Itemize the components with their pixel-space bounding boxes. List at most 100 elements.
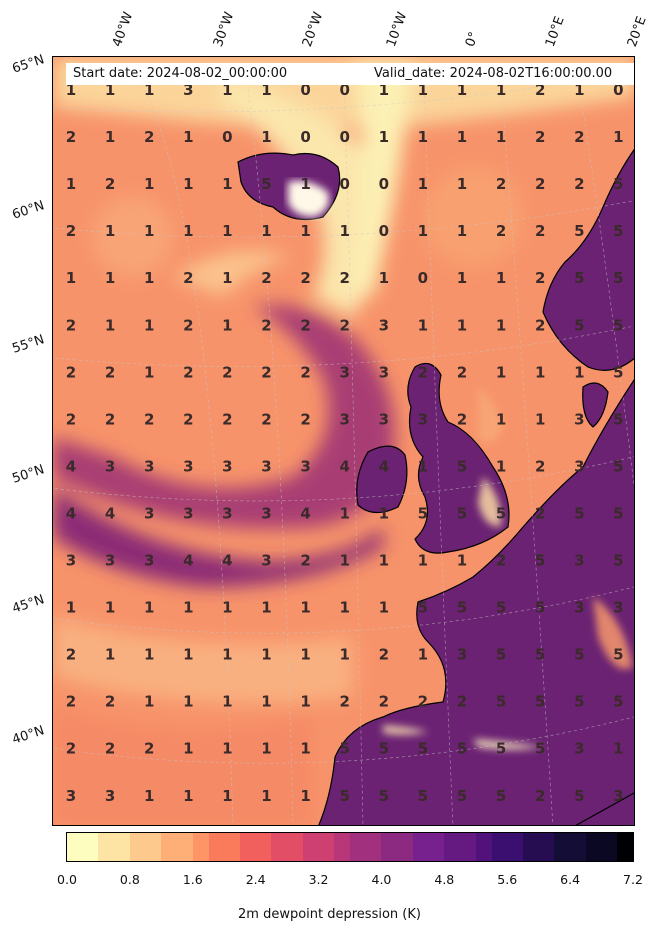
grid-value: 2 [261,316,271,334]
colorbar-segment [365,833,382,861]
grid-value: 5 [574,316,584,334]
grid-value: 1 [418,552,428,570]
colorbar-segment [617,833,634,861]
grid-value: 2 [183,269,193,287]
grid-value: 3 [574,552,584,570]
grid-value: 1 [418,222,428,240]
header-box [66,63,634,85]
grid-value: 1 [105,81,115,99]
grid-value: 0 [379,175,389,193]
grid-value: 2 [535,81,545,99]
grid-value: 2 [535,222,545,240]
grid-value: 1 [222,599,232,617]
grid-value: 3 [379,410,389,428]
colorbar-segment [82,833,99,861]
lon-label: 20°E [624,14,650,50]
grid-value: 1 [457,175,467,193]
grid-value: 2 [339,269,349,287]
grid-value: 5 [613,504,623,522]
grid-value: 3 [222,457,232,475]
grid-value: 1 [418,128,428,146]
grid-value: 2 [66,222,76,240]
colorbar-tick-label: 1.6 [182,872,203,887]
grid-value: 5 [418,740,428,758]
grid-value: 5 [379,740,389,758]
valid-date-label: Valid_date: 2024-08-02T16:00:00.00 [374,66,613,81]
grid-value: 1 [379,599,389,617]
grid-value: 1 [418,316,428,334]
grid-value: 2 [535,269,545,287]
grid-value: 0 [300,128,310,146]
grid-value: 1 [66,81,76,99]
colorbar-segment [350,833,367,861]
grid-value: 5 [574,693,584,711]
grid-value: 0 [339,175,349,193]
grid-value: 1 [261,787,271,805]
grid-value: 1 [144,787,154,805]
grid-value: 2 [418,363,428,381]
grid-value: 2 [105,740,115,758]
grid-value: 1 [261,693,271,711]
grid-value: 4 [105,504,115,522]
colorbar-tick-label: 7.2 [623,872,643,887]
colorbar-segment [224,833,241,861]
colorbar-segment [507,833,524,861]
grid-value: 2 [261,363,271,381]
grid-value: 1 [261,740,271,758]
colorbar-tick-label: 3.2 [308,872,329,887]
grid-value: 1 [105,316,115,334]
grid-value: 3 [339,410,349,428]
grid-value: 1 [457,222,467,240]
colorbar-segment [114,833,131,861]
grid-value: 2 [66,363,76,381]
grid-value: 1 [222,740,232,758]
grid-value: 1 [496,410,506,428]
grid-value: 0 [339,81,349,99]
grid-value: 3 [261,552,271,570]
grid-value: 4 [379,457,389,475]
grid-value: 1 [496,457,506,475]
grid-value: 1 [457,269,467,287]
grid-value: 5 [613,269,623,287]
grid-value: 5 [418,599,428,617]
grid-value: 2 [535,457,545,475]
grid-value: 1 [379,504,389,522]
grid-value: 3 [379,363,389,381]
grid-value: 2 [66,693,76,711]
grid-value: 1 [144,269,154,287]
colorbar-segment [601,833,618,861]
grid-value: 1 [457,81,467,99]
grid-value: 3 [144,457,154,475]
grid-value: 5 [535,552,545,570]
grid-value: 1 [183,693,193,711]
lat-label: 60°N [10,198,47,223]
grid-value: 5 [457,504,467,522]
grid-value: 5 [496,599,506,617]
colorbar-segment [381,833,398,861]
grid-value: 2 [144,740,154,758]
grid-value: 1 [379,128,389,146]
grid-value: 1 [574,81,584,99]
grid-value: 2 [105,175,115,193]
grid-value: 0 [379,222,389,240]
grid-value: 2 [535,316,545,334]
grid-value: 4 [66,504,76,522]
grid-value: 1 [66,269,76,287]
grid-value: 1 [261,222,271,240]
grid-value: 2 [105,410,115,428]
grid-value: 2 [496,175,506,193]
grid-value: 1 [379,81,389,99]
grid-value: 1 [418,457,428,475]
grid-value: 2 [300,410,310,428]
grid-value: 2 [300,363,310,381]
grid-value: 1 [222,316,232,334]
lon-label: 20°W [299,10,327,49]
grid-value: 2 [66,646,76,664]
grid-value: 2 [300,316,310,334]
lat-label: 65°N [10,52,47,77]
grid-value: 1 [457,128,467,146]
grid-value: 5 [496,646,506,664]
grid-value: 2 [535,787,545,805]
lon-label: 40°W [109,10,137,49]
grid-value: 2 [66,410,76,428]
